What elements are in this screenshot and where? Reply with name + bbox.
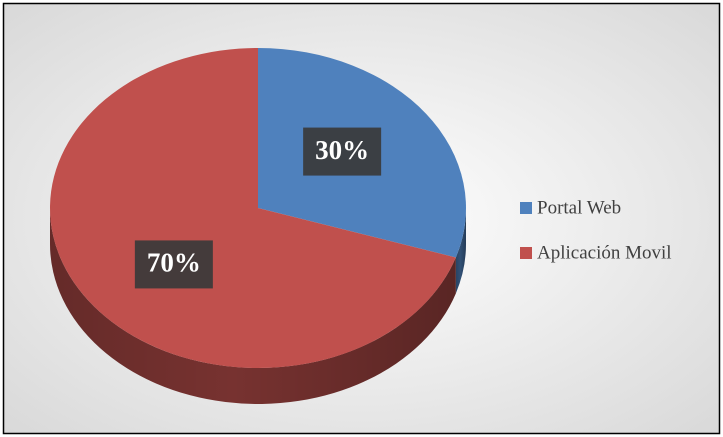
legend-label: Aplicación Movil [537, 242, 672, 263]
data-label-box [303, 127, 382, 176]
legend-label: Portal Web [537, 197, 621, 218]
data-label-box [134, 240, 213, 289]
pie-side-shading [50, 208, 456, 405]
legend-swatch [520, 202, 532, 214]
data-label: 30% [315, 135, 369, 165]
data-label: 70% [147, 248, 201, 278]
pie-side-shading [455, 208, 466, 294]
legend-swatch [520, 247, 532, 259]
